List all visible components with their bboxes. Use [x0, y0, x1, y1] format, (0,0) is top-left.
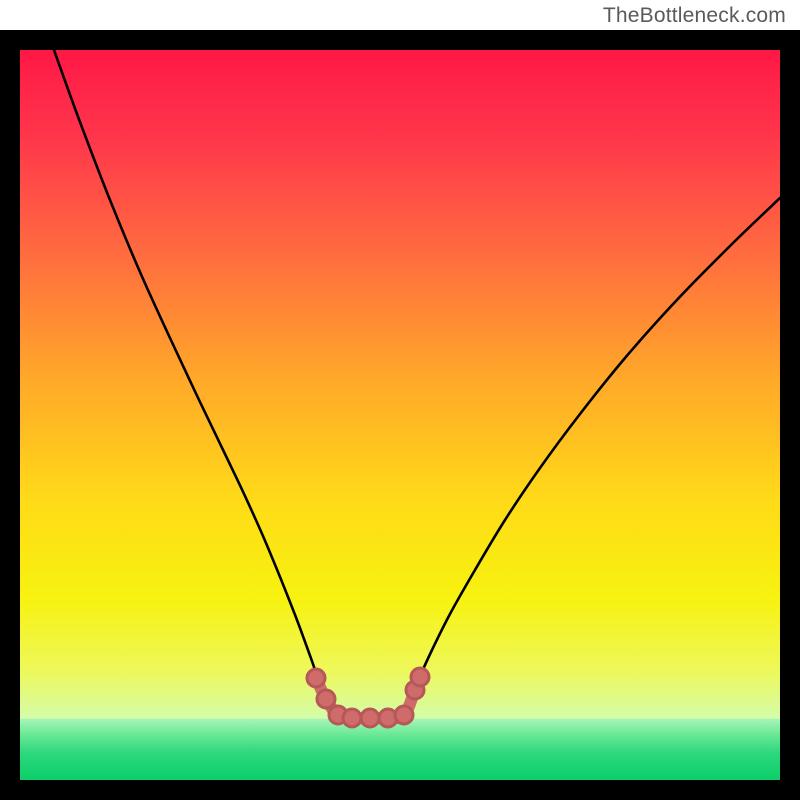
trough-marker-dot: [361, 709, 379, 727]
trough-marker-dot: [395, 706, 413, 724]
plot-area: [20, 50, 780, 780]
plot-border: [0, 30, 800, 800]
trough-marker-dot: [411, 668, 429, 686]
trough-marker-group: [307, 668, 429, 727]
curve-layer: [20, 50, 780, 780]
trough-marker-dot: [343, 709, 361, 727]
curve-left-branch: [54, 50, 317, 676]
trough-marker-dot: [317, 690, 335, 708]
trough-marker-dot: [307, 669, 325, 687]
curve-right-branch: [420, 198, 780, 676]
figure-frame: TheBottleneck.com: [0, 0, 800, 800]
watermark-text: TheBottleneck.com: [603, 4, 786, 28]
